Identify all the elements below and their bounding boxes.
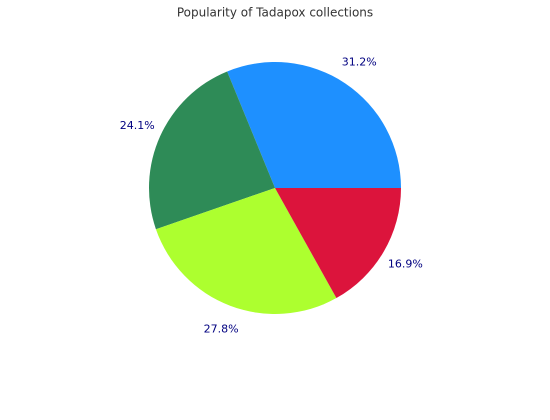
data-label: 31.2% xyxy=(342,55,377,68)
data-label: 27.8% xyxy=(204,322,239,335)
data-label: 24.1% xyxy=(120,119,155,132)
pie-slice xyxy=(227,62,401,189)
pie-slice xyxy=(155,188,337,315)
data-label: 16.9% xyxy=(388,258,423,271)
pie-slice xyxy=(149,71,275,230)
chart-title: Popularity of Tadapox collections xyxy=(177,6,373,20)
pie-slice xyxy=(275,188,401,299)
